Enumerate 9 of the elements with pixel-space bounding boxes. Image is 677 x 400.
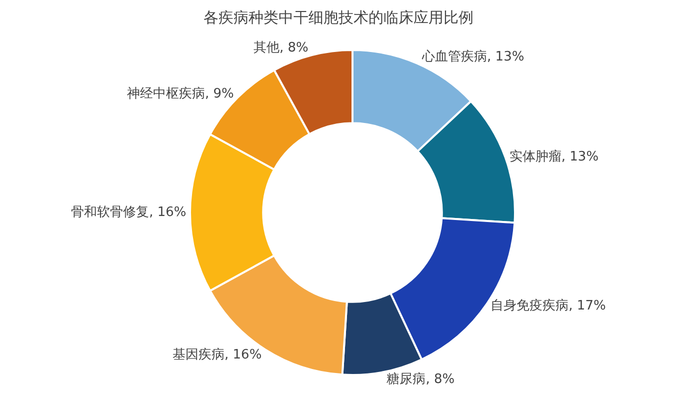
slice-label: 神经中枢疾病, 9% <box>126 86 234 102</box>
slice-label: 糖尿病, 8% <box>386 372 455 387</box>
slice-label: 心血管疾病, 13% <box>421 48 524 65</box>
slice-label: 基因疾病, 16% <box>172 348 262 363</box>
slice-label: 实体肿瘤, 13% <box>509 148 599 165</box>
slice-label: 其他, 8% <box>253 40 308 56</box>
chart-title: 各疾病种类中干细胞技术的临床应用比例 <box>204 8 474 26</box>
slice-label: 自身免疫疾病, 17% <box>490 298 606 314</box>
slice-label: 骨和软骨修复, 16% <box>71 205 186 220</box>
